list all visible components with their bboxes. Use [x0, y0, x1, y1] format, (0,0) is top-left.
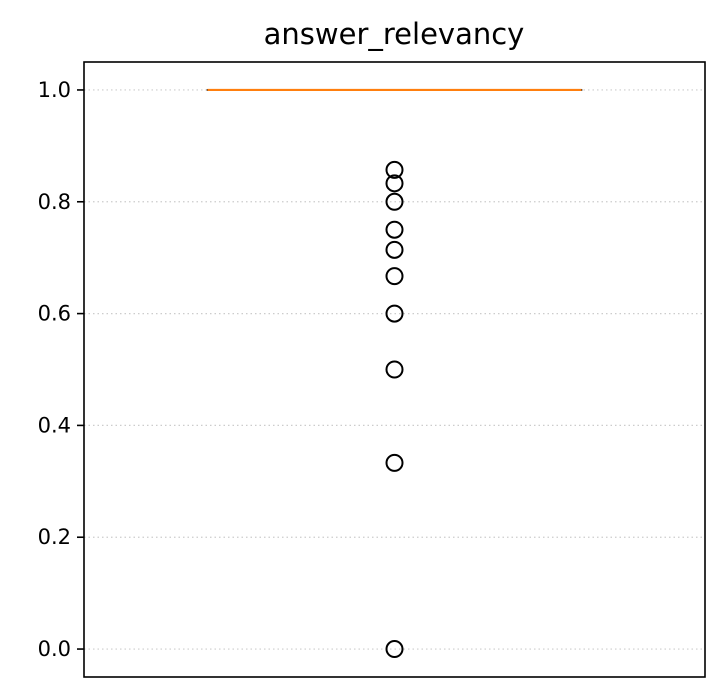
outlier-point: [385, 267, 404, 286]
outlier-point: [385, 304, 404, 323]
y-axis: 0.0 0.2 0.4 0.6 0.8 1.0: [38, 78, 84, 661]
y-tick-label: 0.8: [38, 190, 71, 214]
outlier-point: [385, 160, 404, 179]
outlier-point: [385, 240, 404, 259]
y-tick-label: 0.2: [38, 525, 71, 549]
outlier-point: [385, 360, 404, 379]
outlier-point: [385, 220, 404, 239]
outlier-point: [385, 192, 404, 211]
outlier-point: [385, 640, 404, 659]
chart-title: answer_relevancy: [264, 17, 525, 51]
grid-lines: [84, 89, 705, 650]
y-tick-label: 1.0: [38, 78, 71, 102]
outliers: [385, 160, 404, 659]
plot-frame: [83, 61, 706, 678]
outlier-point: [385, 174, 404, 193]
outlier-point: [385, 453, 404, 472]
y-tick-label: 0.6: [38, 302, 71, 326]
y-tick-label: 0.0: [38, 637, 71, 661]
y-tick-label: 0.4: [38, 413, 71, 437]
